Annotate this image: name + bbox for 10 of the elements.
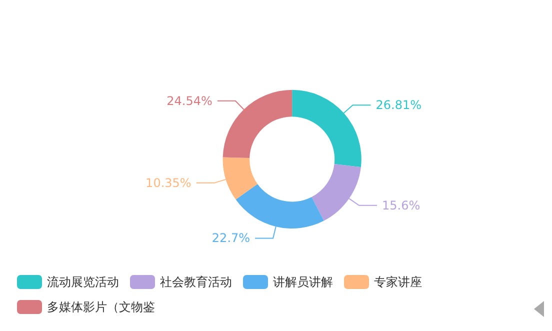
legend-label: 社会教育活动 (160, 275, 232, 289)
data-label: 26.81% (376, 98, 422, 112)
data-label: 15.6% (382, 198, 420, 212)
data-label: 10.35% (146, 176, 192, 190)
data-label: 24.54% (166, 94, 212, 108)
legend-label: 流动展览活动 (47, 275, 119, 289)
legend-label: 讲解员讲解 (273, 275, 333, 289)
legend-label: 专家讲座 (374, 275, 422, 289)
legend-label: 多媒体影片（文物鉴 (47, 300, 155, 314)
data-label: 22.7% (212, 231, 250, 246)
